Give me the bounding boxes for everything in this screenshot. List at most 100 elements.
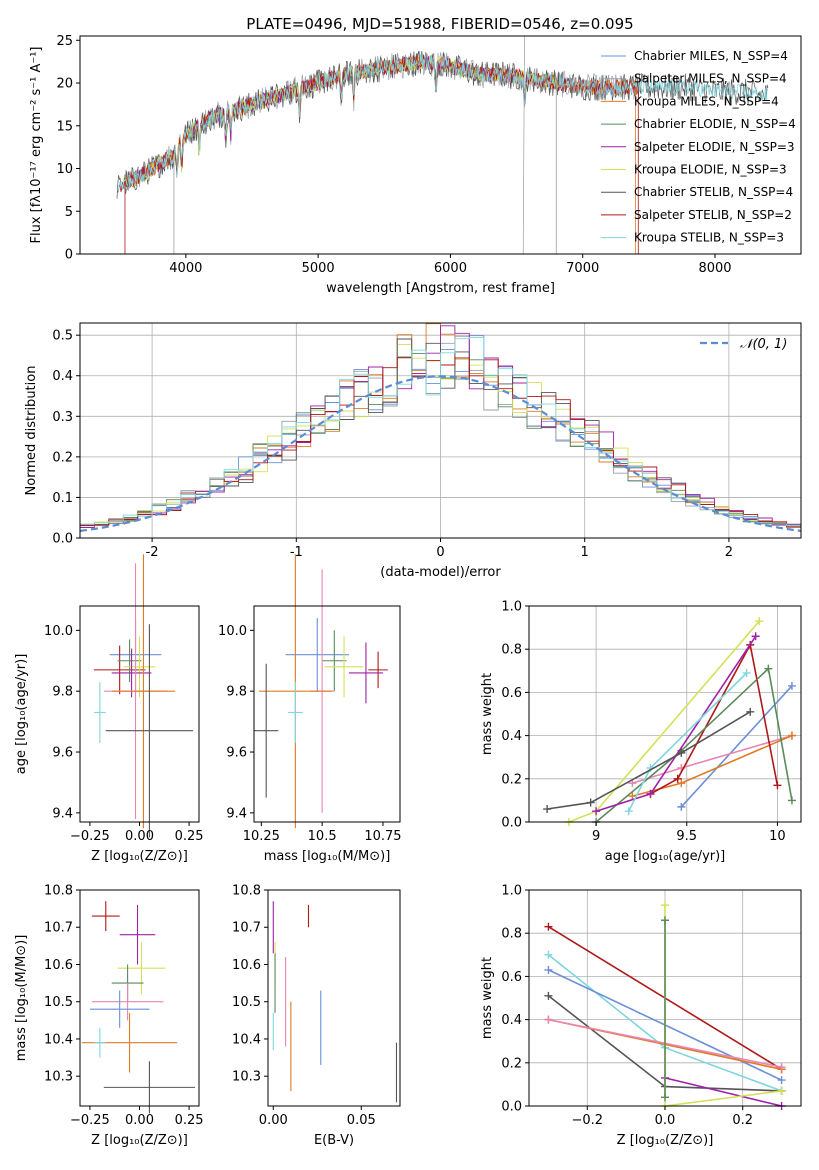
y-tick-label: 10.7 [44, 921, 73, 936]
y-tick-label: 9.6 [226, 746, 247, 761]
y-tick-label: 0.2 [501, 772, 522, 787]
y-tick-label: 9.8 [52, 685, 73, 700]
y-tick-label: 1.0 [501, 884, 522, 899]
y-tick-label: 10.4 [44, 1032, 73, 1047]
series-point [677, 802, 686, 811]
y-axis-label: mass weight [480, 957, 495, 1039]
y-tick-label: 0.8 [501, 927, 522, 942]
y-tick-label: 0.0 [501, 816, 522, 831]
y-tick-label: 0.4 [52, 369, 73, 384]
y-tick-label: 10.8 [44, 884, 73, 899]
y-tick-label: 9.4 [52, 806, 73, 821]
series-line [546, 711, 751, 810]
y-tick-label: 0 [65, 248, 73, 263]
y-tick-label: 0.8 [501, 643, 522, 658]
series-point [677, 779, 686, 788]
axes-frame [528, 605, 802, 823]
series-point [661, 1093, 669, 1102]
plot-area [93, 554, 194, 838]
y-tick-label: 10.6 [232, 958, 261, 973]
x-tick-label: 0.0 [655, 1113, 676, 1128]
panel-3: 10.25 10.5 10.75 9.4 9.6 9.8 10.0 mass [log₁₀(M… [218, 554, 402, 864]
series-point [777, 1086, 786, 1095]
series-line [568, 620, 760, 823]
x-tick-label: −0.25 [70, 1113, 110, 1128]
spectrum-spike [522, 36, 525, 254]
series-point [544, 950, 553, 959]
y-tick-label: 0.0 [52, 532, 73, 547]
x-tick-label: 0.25 [175, 1113, 204, 1128]
legend-label: Kroupa STELIB, N_SSP=3 [634, 231, 784, 245]
panel-5: −0.25 0.00 0.25 10.3 10.4 10.5 10.6 10.7 10.8 Z [… [14, 884, 204, 1149]
series-point [661, 916, 669, 925]
series-point [624, 807, 633, 816]
plot-area [80, 323, 801, 532]
x-tick-label: 9 [592, 829, 600, 844]
axes-frame [253, 605, 401, 823]
series-point [787, 681, 796, 690]
x-tick-label: 9.5 [676, 829, 697, 844]
legend-label: Chabrier MILES, N_SSP=4 [634, 49, 788, 63]
y-tick-label: 0.6 [501, 686, 522, 701]
legend-label: Chabrier ELODIE, N_SSP=4 [634, 117, 796, 131]
x-tick-label: −0.2 [571, 1113, 603, 1128]
y-tick-label: 10.5 [44, 995, 73, 1010]
series-line [664, 1077, 782, 1107]
plot-area [116, 36, 769, 254]
x-tick-label: 0.25 [175, 829, 204, 844]
panel-6: 0.00 0.05 10.3 10.4 10.5 10.6 10.7 10.8 E(B-V) [232, 884, 401, 1148]
x-axis-label: (data-model)/error [380, 565, 501, 580]
x-tick-label: 0.00 [259, 1113, 288, 1128]
x-tick-label: 0.00 [125, 1113, 154, 1128]
x-tick-label: 10.5 [308, 829, 337, 844]
series-point [773, 781, 782, 790]
x-tick-label: 0.00 [125, 829, 154, 844]
y-tick-label: 10.3 [232, 1070, 261, 1085]
y-tick-label: 0.2 [501, 1056, 522, 1071]
x-tick-label: 10 [769, 829, 786, 844]
x-tick-label: 2 [725, 545, 733, 560]
series-point [746, 707, 755, 716]
axes-frame [79, 35, 802, 255]
x-tick-label: 10.75 [364, 829, 401, 844]
x-axis-label: wavelength [Angstrom, rest frame] [326, 281, 555, 296]
plot-area [81, 901, 196, 1114]
y-tick-label: 10.4 [232, 1032, 261, 1047]
y-tick-label: 25 [56, 34, 73, 49]
x-axis-label: E(B-V) [314, 1133, 354, 1148]
series-line [632, 734, 793, 784]
legend-label: Salpeter STELIB, N_SSP=2 [634, 208, 792, 222]
plot-area [544, 901, 786, 1110]
y-tick-label: 10.0 [218, 624, 247, 639]
x-tick-label: -2 [146, 545, 159, 560]
series-point [764, 664, 773, 673]
series-point [755, 617, 764, 626]
axes-frame [79, 889, 200, 1107]
series-point [777, 1063, 786, 1072]
series-point [646, 789, 655, 798]
series-point [586, 798, 595, 807]
y-axis-label: mass [log₁₀(M/M⊙)] [14, 935, 29, 1062]
legend-label: Kroupa MILES, N_SSP=4 [634, 94, 779, 108]
y-tick-label: 0.6 [501, 970, 522, 985]
y-axis-label: mass weight [480, 673, 495, 755]
series-point [544, 1015, 553, 1024]
gaussian-curve [80, 375, 801, 532]
series-point [777, 1076, 786, 1085]
y-tick-label: 0.5 [52, 329, 73, 344]
x-tick-label: 5000 [302, 261, 335, 276]
series-point [628, 792, 637, 801]
x-axis-label: Z [log₁₀(Z/Z⊙)] [617, 1133, 714, 1148]
y-tick-label: 9.4 [226, 806, 247, 821]
legend-label: Chabrier STELIB, N_SSP=4 [634, 185, 793, 199]
x-tick-label: 6000 [434, 261, 467, 276]
x-tick-label: 0.05 [347, 1113, 376, 1128]
y-tick-label: 10 [56, 162, 73, 177]
y-tick-label: 10.3 [44, 1070, 73, 1085]
series-line [650, 642, 779, 795]
plot-area [543, 617, 796, 826]
series-line [595, 667, 793, 823]
x-axis-label: age [log₁₀(age/yr)] [605, 849, 726, 864]
y-tick-label: 1.0 [501, 600, 522, 615]
legend-label: Kroupa ELODIE, N_SSP=3 [634, 163, 787, 177]
